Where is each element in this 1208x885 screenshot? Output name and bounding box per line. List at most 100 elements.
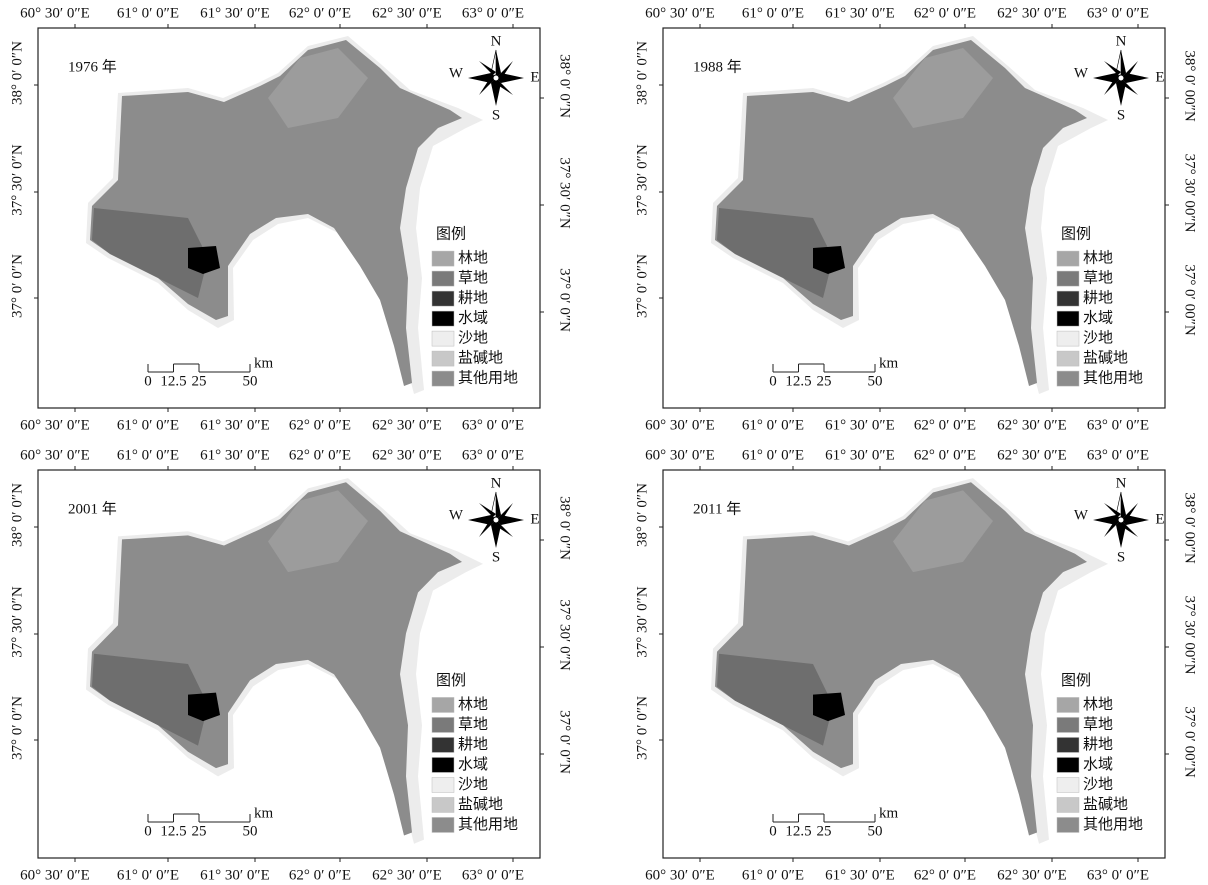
scale-label: 50: [868, 373, 883, 389]
legend-label: 水域: [458, 310, 488, 327]
latitude-label: 38° 0′ 0″N: [9, 483, 25, 547]
compass-rose: [1092, 491, 1150, 549]
compass-south: S: [1117, 107, 1125, 123]
longitude-label: 63° 0′ 0″E: [462, 417, 524, 433]
longitude-label: 61° 0′ 0″E: [742, 417, 804, 433]
legend-swatch: [431, 370, 455, 387]
longitude-label: 62° 30′ 0″E: [372, 867, 442, 883]
latitude-label: 37° 0′ 00″N: [1182, 264, 1198, 336]
longitude-label: 63° 0′ 0″E: [1087, 867, 1149, 883]
legend-label: 其他用地: [458, 370, 518, 387]
longitude-label: 61° 30′ 0″E: [200, 5, 270, 21]
compass-rose: [1092, 49, 1150, 107]
latitude-label: 37° 0′ 0″N: [9, 696, 25, 760]
legend-swatch: [1056, 777, 1080, 793]
legend-swatch: [1056, 797, 1080, 813]
latitude-label: 37° 0′ 0″N: [557, 710, 573, 774]
legend-label: 耕地: [1083, 289, 1113, 307]
latitude-label: 37° 30′ 0″N: [9, 144, 25, 216]
compass-rose: [467, 491, 525, 549]
legend-label: 沙地: [1083, 776, 1113, 793]
legend-label: 沙地: [458, 776, 488, 793]
longitude-label: 61° 0′ 0″E: [117, 867, 179, 883]
longitude-label: 63° 0′ 0″E: [1087, 417, 1149, 433]
scale-unit: km: [254, 805, 274, 821]
longitude-label: 61° 30′ 0″E: [200, 447, 270, 463]
longitude-label: 61° 0′ 0″E: [742, 447, 804, 463]
compass-south: S: [492, 549, 500, 565]
latitude-label: 37° 30′ 0″N: [9, 586, 25, 658]
longitude-label: 61° 0′ 0″E: [117, 417, 179, 433]
legend-swatch: [431, 697, 455, 713]
legend-label: 水域: [458, 756, 488, 773]
legend-label: 草地: [1083, 270, 1113, 287]
map-frame: [662, 27, 1166, 409]
longitude-label: 61° 30′ 0″E: [825, 5, 895, 21]
compass-north: N: [491, 475, 502, 491]
legend-swatch: [1056, 330, 1080, 347]
legend-swatch: [1056, 370, 1080, 387]
legend-label: 林地: [458, 250, 488, 267]
legend-swatch: [431, 717, 455, 733]
legend-title: 图例: [436, 672, 466, 689]
legend-label: 沙地: [458, 330, 488, 347]
longitude-label: 60° 30′ 0″E: [20, 417, 90, 433]
legend-label: 耕地: [458, 735, 488, 753]
longitude-label: 61° 30′ 0″E: [200, 867, 270, 883]
year-label: 2011 年: [693, 500, 741, 517]
latitude-label: 37° 30′ 0″N: [557, 157, 573, 229]
latitude-label: 38° 0′ 0″N: [634, 483, 650, 547]
legend-title: 图例: [1061, 226, 1091, 243]
scale-label: 0: [769, 373, 777, 389]
scale-label: 12.5: [160, 823, 186, 839]
legend-swatch: [1056, 290, 1080, 307]
compass-west: W: [1074, 65, 1089, 81]
latitude-label: 38° 0′ 0″N: [557, 54, 573, 118]
latitude-label: 37° 30′ 0″N: [634, 144, 650, 216]
longitude-label: 62° 0′ 0″E: [914, 5, 976, 21]
legend-swatch: [431, 270, 455, 287]
longitude-label: 62° 0′ 0″E: [914, 417, 976, 433]
latitude-label: 38° 0′ 0″N: [9, 41, 25, 105]
legend-swatch: [1056, 350, 1080, 367]
scale-label: 25: [817, 823, 832, 839]
latitude-label: 38° 0′ 00″N: [1182, 492, 1198, 564]
scale-label: 12.5: [785, 373, 811, 389]
longitude-label: 61° 0′ 0″E: [742, 867, 804, 883]
legend-swatch: [1056, 697, 1080, 713]
latitude-label: 37° 0′ 0″N: [9, 254, 25, 318]
longitude-label: 60° 30′ 0″E: [20, 867, 90, 883]
compass-east: E: [530, 69, 539, 85]
longitude-label: 60° 30′ 0″E: [645, 417, 715, 433]
year-label: 1988 年: [693, 58, 742, 75]
latitude-label: 38° 0′ 00″N: [1182, 50, 1198, 122]
compass-north: N: [1116, 33, 1127, 49]
longitude-label: 63° 0′ 0″E: [462, 447, 524, 463]
scale-label: 50: [243, 373, 258, 389]
longitude-label: 61° 30′ 0″E: [825, 447, 895, 463]
legend-label: 其他用地: [458, 816, 518, 833]
latitude-label: 37° 30′ 0″N: [557, 599, 573, 671]
legend-swatch: [431, 817, 455, 833]
longitude-label: 63° 0′ 0″E: [462, 867, 524, 883]
longitude-label: 60° 30′ 0″E: [645, 867, 715, 883]
longitude-label: 62° 0′ 0″E: [914, 867, 976, 883]
legend-title: 图例: [1061, 672, 1091, 689]
compass-south: S: [1117, 549, 1125, 565]
longitude-label: 60° 30′ 0″E: [645, 5, 715, 21]
legend-label: 草地: [1083, 716, 1113, 733]
legend-label: 草地: [458, 716, 488, 733]
compass-rose: [467, 49, 525, 107]
scale-label: 25: [192, 373, 207, 389]
legend-label: 水域: [1083, 310, 1113, 327]
legend-label: 盐碱地: [1083, 796, 1128, 813]
legend-label: 耕地: [1083, 735, 1113, 753]
latitude-label: 37° 30′ 00″N: [1182, 154, 1198, 233]
compass-north: N: [1116, 475, 1127, 491]
legend-title: 图例: [436, 226, 466, 243]
longitude-label: 62° 30′ 0″E: [372, 417, 442, 433]
compass-south: S: [492, 107, 500, 123]
longitude-label: 61° 30′ 0″E: [825, 417, 895, 433]
longitude-label: 60° 30′ 0″E: [20, 5, 90, 21]
